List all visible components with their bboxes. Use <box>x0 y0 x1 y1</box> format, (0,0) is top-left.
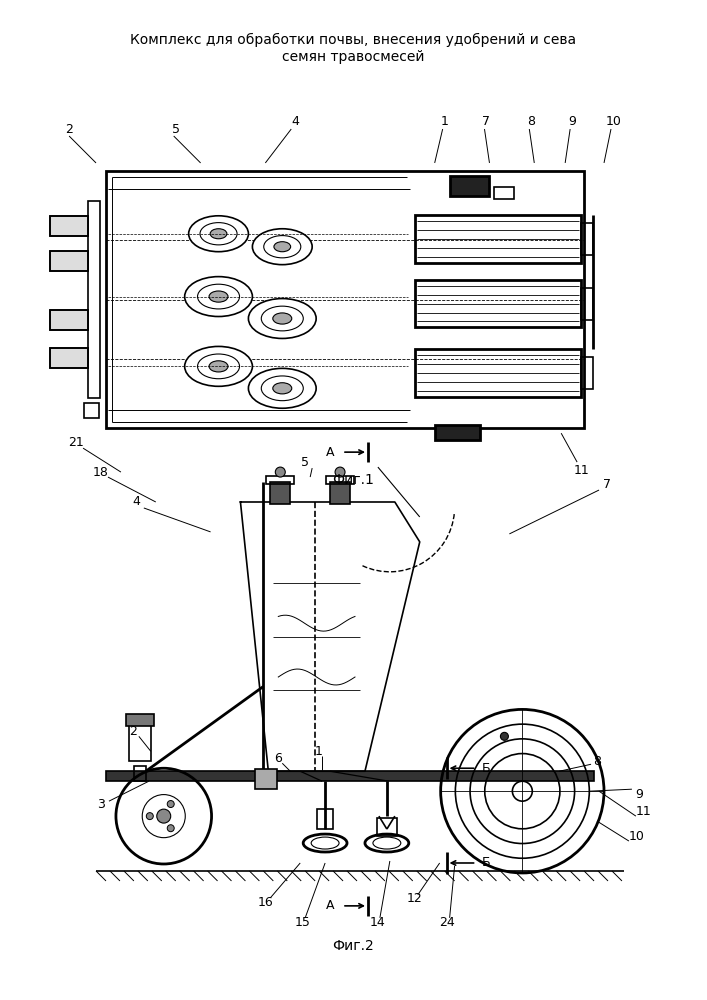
Text: 8: 8 <box>593 755 601 768</box>
Bar <box>50 251 88 271</box>
Ellipse shape <box>210 229 227 239</box>
Text: 5: 5 <box>172 123 180 136</box>
Ellipse shape <box>189 216 248 252</box>
Ellipse shape <box>274 242 291 252</box>
Text: 8: 8 <box>527 115 535 128</box>
Text: 10: 10 <box>629 830 645 843</box>
Text: 16: 16 <box>257 896 273 909</box>
Circle shape <box>275 467 285 477</box>
Bar <box>129 716 151 761</box>
Bar <box>50 310 88 330</box>
Bar <box>126 714 154 726</box>
Ellipse shape <box>252 229 312 265</box>
Ellipse shape <box>248 368 316 408</box>
Bar <box>106 771 594 781</box>
Circle shape <box>501 732 508 740</box>
Text: 4: 4 <box>132 495 140 508</box>
Text: 1: 1 <box>440 115 448 128</box>
Text: А: А <box>326 899 334 912</box>
Bar <box>450 176 489 196</box>
Circle shape <box>157 809 170 823</box>
Text: 18: 18 <box>93 466 109 479</box>
Text: 10: 10 <box>606 115 622 128</box>
Circle shape <box>168 801 174 808</box>
Bar <box>106 171 584 428</box>
Bar <box>330 482 350 504</box>
Text: 2: 2 <box>129 725 137 738</box>
Bar <box>88 201 100 398</box>
Bar <box>50 348 88 368</box>
Ellipse shape <box>248 299 316 338</box>
Ellipse shape <box>209 291 228 302</box>
Bar <box>50 310 88 330</box>
Ellipse shape <box>200 223 237 245</box>
Text: Фиг.2: Фиг.2 <box>332 939 374 953</box>
Ellipse shape <box>262 306 303 331</box>
Ellipse shape <box>262 376 303 401</box>
Text: 7: 7 <box>603 478 611 491</box>
Bar <box>50 216 88 236</box>
Bar <box>415 349 581 397</box>
Text: Б: Б <box>482 856 491 869</box>
Circle shape <box>146 813 153 820</box>
Text: Фиг.1: Фиг.1 <box>332 473 374 487</box>
Ellipse shape <box>264 236 300 258</box>
Text: Б: Б <box>482 762 491 775</box>
Ellipse shape <box>273 383 292 394</box>
Ellipse shape <box>197 284 240 309</box>
Text: 12: 12 <box>407 892 423 905</box>
Bar <box>50 348 88 368</box>
Bar <box>84 403 99 418</box>
Text: 24: 24 <box>439 916 455 929</box>
Bar <box>494 187 515 199</box>
Bar <box>50 251 88 271</box>
Circle shape <box>335 467 345 477</box>
Text: 5: 5 <box>301 456 309 469</box>
Ellipse shape <box>209 361 228 372</box>
Text: 21: 21 <box>68 436 84 449</box>
Bar <box>581 288 593 320</box>
Bar <box>50 216 88 236</box>
Bar <box>317 809 333 829</box>
Text: 1: 1 <box>314 745 322 758</box>
Bar <box>134 766 146 781</box>
Bar <box>255 769 277 789</box>
Text: Комплекс для обработки почвы, внесения удобрений и сева
семян травосмесей: Комплекс для обработки почвы, внесения у… <box>130 33 576 64</box>
Text: 7: 7 <box>482 115 491 128</box>
Text: 15: 15 <box>294 916 310 929</box>
Bar <box>581 357 593 389</box>
Text: 11: 11 <box>573 464 589 477</box>
Ellipse shape <box>185 277 252 317</box>
Text: 2: 2 <box>65 123 73 136</box>
Ellipse shape <box>273 313 292 324</box>
Text: А: А <box>326 446 334 459</box>
Text: 9: 9 <box>568 115 576 128</box>
Ellipse shape <box>197 354 240 379</box>
Text: 9: 9 <box>635 788 643 801</box>
Text: 11: 11 <box>636 805 652 818</box>
Bar <box>415 215 581 263</box>
Text: 6: 6 <box>274 752 282 765</box>
Bar <box>267 476 294 484</box>
Bar <box>415 280 581 327</box>
Circle shape <box>168 825 174 832</box>
Bar <box>377 818 397 836</box>
Text: 4: 4 <box>291 115 299 128</box>
Bar <box>581 223 593 255</box>
Ellipse shape <box>185 346 252 386</box>
Bar <box>435 425 479 440</box>
Text: 3: 3 <box>97 798 105 811</box>
Bar <box>270 482 291 504</box>
Text: 14: 14 <box>370 916 386 929</box>
Bar <box>326 476 354 484</box>
